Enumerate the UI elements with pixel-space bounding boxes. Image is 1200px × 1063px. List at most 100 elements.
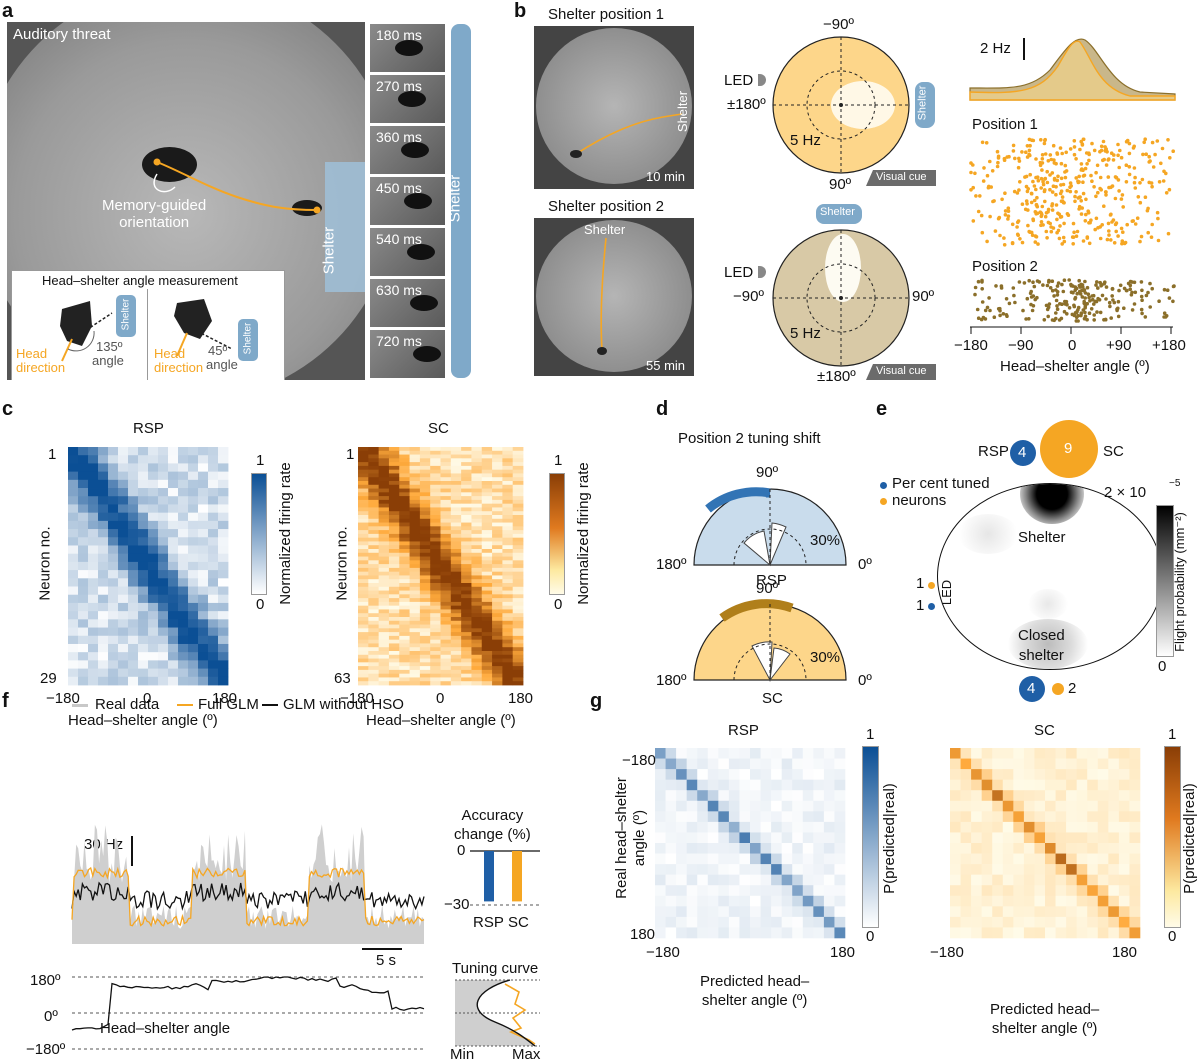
heatmap-cell [388, 556, 400, 561]
heatmap-cell [368, 507, 380, 512]
heatmap-cell [512, 571, 524, 576]
heatmap-cell [378, 586, 390, 591]
heatmap-cell [399, 677, 410, 682]
confusion-cell [960, 748, 972, 759]
heatmap-cell [440, 552, 452, 557]
confusion-cell [950, 769, 961, 780]
heatmap-cell [368, 465, 380, 471]
confusion-cell [739, 906, 751, 918]
confusion-cell [739, 864, 751, 875]
heatmap-cell [208, 479, 219, 489]
heatmap-cell [450, 620, 462, 625]
confusion-cell [1087, 821, 1099, 833]
confusion-cell [813, 800, 825, 812]
heatmap-cell [188, 553, 199, 563]
raster1-spike [1024, 174, 1029, 179]
heatmap-cell [388, 462, 400, 467]
raster1-spike [1133, 175, 1137, 180]
raster1-spike [1050, 171, 1055, 175]
confusion-cell [1034, 853, 1046, 865]
heatmap-cell [128, 455, 139, 464]
heatmap-cell [188, 627, 199, 637]
raster1-spike [1023, 207, 1028, 212]
heatmap-cell [198, 496, 209, 505]
heatmap-cell [208, 520, 219, 530]
confusion-cell [792, 790, 804, 802]
raster1-spike [1046, 220, 1051, 225]
confusion-cell [802, 874, 814, 886]
raster1-spike [1150, 140, 1155, 145]
heatmap-cell [409, 673, 421, 678]
heatmap-cell [481, 477, 493, 482]
confusion-cell [1118, 779, 1130, 791]
raster2-spike [980, 287, 984, 291]
confusion-cell [1055, 885, 1067, 897]
raster1-spike [1127, 151, 1132, 156]
confusion-cell [1013, 906, 1025, 918]
heatmap-cell [430, 564, 441, 569]
confusion-cell [1118, 821, 1130, 833]
heatmap-cell [430, 605, 441, 610]
raster1-spike [1073, 194, 1077, 199]
confusion-cell [697, 843, 709, 854]
heatmap-cell [440, 617, 452, 622]
raster2-spike [987, 296, 991, 300]
confusion-cell [760, 864, 772, 875]
heatmap-cell [450, 556, 462, 561]
g-rsp-ylabel: Real head–shelter angle (º) [612, 777, 648, 899]
polar1-led: LED [724, 72, 754, 89]
c-rsp-ylabel: Neuron no. [36, 526, 54, 601]
heatmap-cell [178, 570, 189, 579]
heatmap-cell [492, 567, 503, 573]
inset-left-angle: 135º [96, 339, 123, 354]
heatmap-cell [430, 567, 441, 573]
confusion-cell [676, 800, 687, 812]
heatmap-cell [138, 676, 149, 686]
heatmap-cell [388, 651, 400, 656]
heatmap-cell [378, 447, 390, 452]
confusion-cell [665, 927, 677, 939]
f-bar-rsp [484, 851, 494, 902]
f-legend-full: Full GLM [198, 696, 259, 713]
confusion-cell [1023, 832, 1035, 844]
heatmap-cell [218, 586, 229, 596]
heatmap-cell [399, 454, 410, 459]
confusion-cell [813, 832, 825, 844]
raster1-spike [1145, 208, 1150, 213]
heatmap-cell [368, 533, 380, 539]
pos2-shelter-label: Shelter [584, 222, 626, 237]
heatmap-cell [178, 676, 189, 686]
confusion-cell [971, 811, 982, 823]
heatmap-cell [492, 673, 503, 678]
raster1-spike [1043, 137, 1047, 142]
heatmap-cell [419, 681, 431, 686]
raster2-spike [1050, 318, 1055, 322]
heatmap-cell [188, 578, 199, 587]
raster1-spike [1081, 137, 1086, 142]
raster1-spike [985, 173, 990, 178]
heatmap-cell [188, 504, 199, 514]
heatmap-cell [512, 469, 524, 474]
heatmap-cell [358, 635, 369, 641]
heatmap-cell [409, 447, 421, 452]
confusion-cell [1108, 843, 1120, 854]
shelter-bar [451, 24, 471, 378]
memory-guided-label: Memory-guided orientation [102, 197, 207, 231]
confusion-cell [781, 832, 793, 844]
heatmap-cell [492, 560, 503, 565]
confusion-cell [981, 916, 993, 928]
confusion-cell [1129, 769, 1141, 780]
heatmap-cell [492, 530, 503, 535]
heatmap-cell [492, 492, 503, 497]
heatmap-cell [430, 651, 441, 656]
heatmap-cell [512, 669, 524, 675]
heatmap-cell [388, 647, 400, 652]
heatmap-cell [440, 515, 452, 520]
heatmap-cell [430, 515, 441, 520]
raster2-spike [1090, 297, 1095, 302]
heatmap-cell [188, 643, 199, 653]
heatmap-cell [399, 484, 410, 489]
video-frame: 270 ms [370, 75, 445, 123]
heatmap-cell [358, 454, 369, 459]
heatmap-cell [461, 609, 472, 614]
